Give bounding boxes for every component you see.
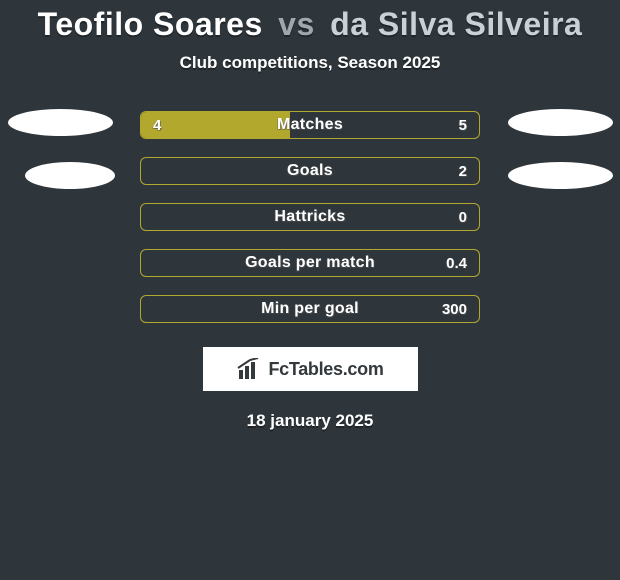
stat-row: 45Matches <box>0 111 620 139</box>
stat-row: 300Min per goal <box>0 295 620 323</box>
stat-label: Matches <box>141 112 479 138</box>
stat-label: Goals per match <box>141 250 479 276</box>
bar-chart-icon <box>236 358 264 380</box>
vs-label: vs <box>278 6 315 42</box>
right-badge-slot <box>505 296 615 323</box>
player1-name: Teofilo Soares <box>38 6 263 42</box>
left-badge-slot <box>5 109 115 136</box>
stat-row: 2Goals <box>0 157 620 185</box>
right-badge-slot <box>505 204 615 231</box>
stat-bar: 2Goals <box>140 157 480 185</box>
left-badge-slot <box>5 162 115 189</box>
stat-label: Goals <box>141 158 479 184</box>
player1-badge <box>8 109 113 136</box>
brand-text: FcTables.com <box>268 359 383 380</box>
subtitle: Club competitions, Season 2025 <box>0 53 620 73</box>
player1-badge <box>25 162 115 189</box>
right-badge-slot <box>505 250 615 277</box>
page-title: Teofilo Soares vs da Silva Silveira <box>0 6 620 43</box>
stat-row: 0.4Goals per match <box>0 249 620 277</box>
player2-name: da Silva Silveira <box>330 6 582 42</box>
right-badge-slot <box>505 109 615 136</box>
comparison-card: Teofilo Soares vs da Silva Silveira Club… <box>0 0 620 580</box>
stat-bar: 45Matches <box>140 111 480 139</box>
stat-row: 0Hattricks <box>0 203 620 231</box>
stat-bar: 300Min per goal <box>140 295 480 323</box>
stats-rows: 45Matches 2Goals 0Hattricks 0.4Goals per ma… <box>0 111 620 323</box>
stat-label: Hattricks <box>141 204 479 230</box>
brand-badge[interactable]: FcTables.com <box>203 347 418 391</box>
player2-badge <box>508 109 613 136</box>
right-badge-slot <box>505 162 615 189</box>
stat-label: Min per goal <box>141 296 479 322</box>
left-badge-slot <box>5 250 115 277</box>
stat-bar: 0Hattricks <box>140 203 480 231</box>
left-badge-slot <box>5 296 115 323</box>
date-label: 18 january 2025 <box>0 411 620 431</box>
player2-badge <box>508 162 613 189</box>
left-badge-slot <box>5 204 115 231</box>
stat-bar: 0.4Goals per match <box>140 249 480 277</box>
